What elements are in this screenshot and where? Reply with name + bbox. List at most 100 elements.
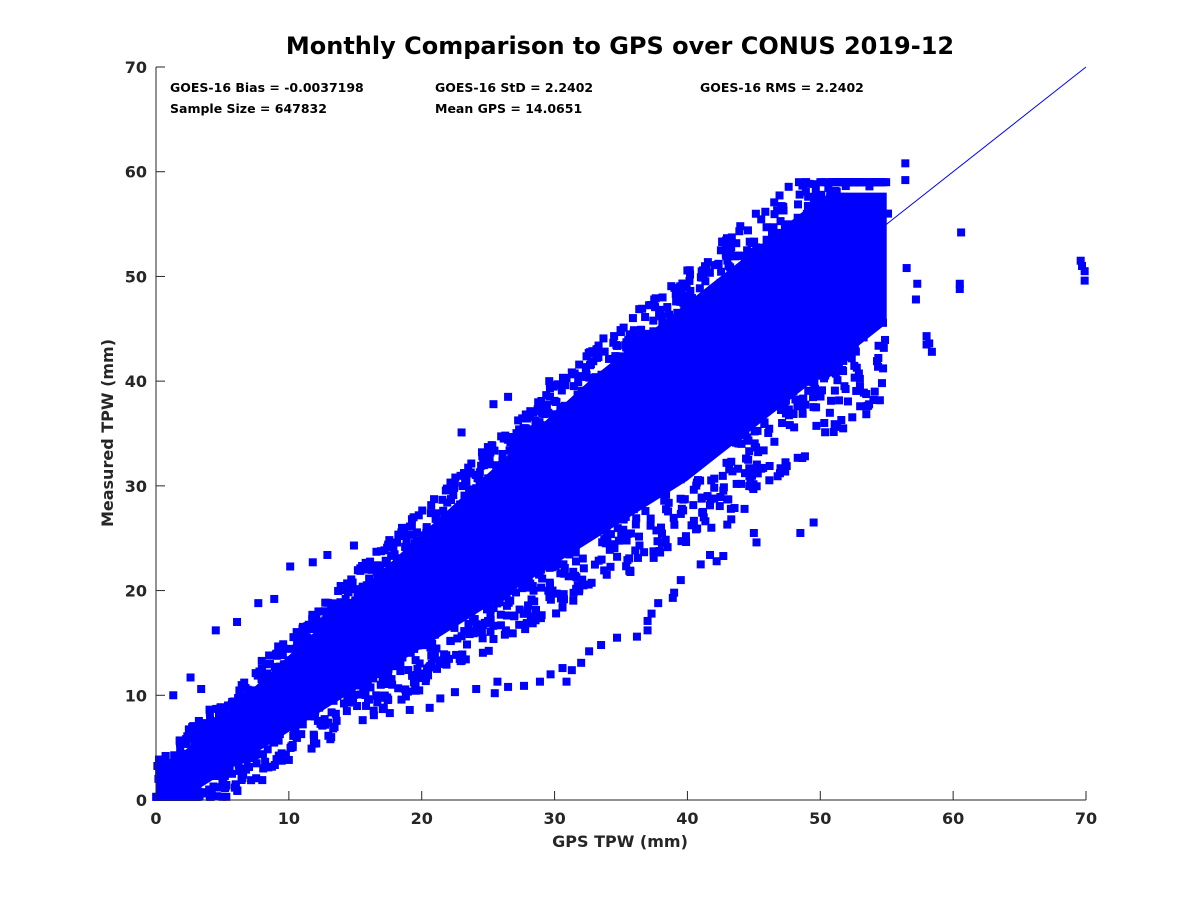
data-point <box>461 475 470 484</box>
data-point <box>542 401 551 410</box>
outlier-point <box>884 209 893 218</box>
data-point <box>221 784 230 793</box>
data-point <box>395 531 404 540</box>
data-point <box>826 349 835 358</box>
data-point <box>512 588 521 597</box>
data-point <box>366 683 375 692</box>
data-point <box>401 692 410 701</box>
data-point <box>456 657 465 666</box>
data-point <box>662 505 671 514</box>
data-point <box>748 471 757 480</box>
data-point <box>277 756 286 765</box>
data-density-band <box>156 192 887 800</box>
data-point <box>409 513 418 522</box>
data-point <box>631 546 640 555</box>
data-point <box>478 634 487 643</box>
data-point <box>670 283 679 292</box>
data-point <box>660 496 669 505</box>
data-point <box>460 469 469 478</box>
data-point <box>506 596 515 605</box>
data-point <box>625 566 634 575</box>
data-point <box>722 458 731 467</box>
data-point <box>573 390 582 399</box>
data-point <box>265 659 274 668</box>
data-point <box>446 478 455 487</box>
data-point <box>760 419 769 428</box>
data-point <box>619 525 628 534</box>
data-point <box>292 628 301 637</box>
data-point <box>560 542 569 551</box>
data-point <box>826 188 835 197</box>
data-point <box>501 431 510 440</box>
data-point <box>809 393 818 402</box>
data-point <box>287 720 296 729</box>
data-point <box>329 724 338 733</box>
data-point <box>160 792 169 801</box>
data-point <box>327 733 336 742</box>
outlier-point <box>613 633 622 642</box>
data-point <box>610 332 619 341</box>
data-point <box>366 557 375 566</box>
data-point <box>816 367 825 376</box>
data-point <box>621 341 630 350</box>
data-point <box>410 671 419 680</box>
outlier-point <box>562 677 571 686</box>
data-point <box>240 754 249 763</box>
data-point <box>589 525 598 534</box>
data-point <box>653 537 662 546</box>
data-point <box>804 192 813 201</box>
data-point <box>836 350 845 359</box>
data-point <box>308 610 317 619</box>
data-point <box>261 660 270 669</box>
stat-rms: GOES-16 RMS = 2.2402 <box>700 80 864 95</box>
data-point <box>773 206 782 215</box>
outlier-point <box>869 395 878 404</box>
data-point <box>865 324 874 333</box>
data-point <box>205 708 214 717</box>
data-point <box>764 428 773 437</box>
data-point <box>622 536 631 545</box>
x-tick-label: 20 <box>411 809 433 828</box>
data-point <box>205 792 214 801</box>
data-point <box>381 660 390 669</box>
data-point <box>309 739 318 748</box>
data-point <box>243 749 252 758</box>
data-point <box>848 413 857 422</box>
data-point <box>658 318 667 327</box>
data-point <box>426 643 435 652</box>
data-point <box>581 372 590 381</box>
data-point <box>204 727 213 736</box>
x-tick-label: 10 <box>278 809 300 828</box>
data-point <box>515 620 524 629</box>
data-point <box>701 517 710 526</box>
y-axis-ticks: 0 10 20 30 40 50 60 70 <box>125 58 165 810</box>
data-point <box>334 586 343 595</box>
data-point <box>769 223 778 232</box>
data-point <box>154 755 163 764</box>
data-point <box>637 325 646 334</box>
data-point <box>765 461 774 470</box>
data-point <box>789 410 798 419</box>
outlier-point <box>723 520 732 529</box>
data-point <box>344 582 353 591</box>
data-point <box>586 360 595 369</box>
data-point <box>616 328 625 337</box>
outlier-point <box>450 688 459 697</box>
data-point <box>827 396 836 405</box>
data-point <box>412 540 421 549</box>
data-point <box>376 680 385 689</box>
data-point <box>524 427 533 436</box>
outlier-point <box>369 711 378 720</box>
data-point <box>768 229 777 238</box>
data-point <box>281 750 290 759</box>
data-point <box>286 743 295 752</box>
data-point <box>297 630 306 639</box>
data-point <box>513 442 522 451</box>
data-point <box>859 388 868 397</box>
outlier-point <box>862 402 871 411</box>
outlier-point <box>696 560 705 569</box>
data-point <box>372 691 381 700</box>
data-point <box>351 596 360 605</box>
outlier-point <box>927 347 936 356</box>
x-tick-label: 70 <box>1075 809 1097 828</box>
